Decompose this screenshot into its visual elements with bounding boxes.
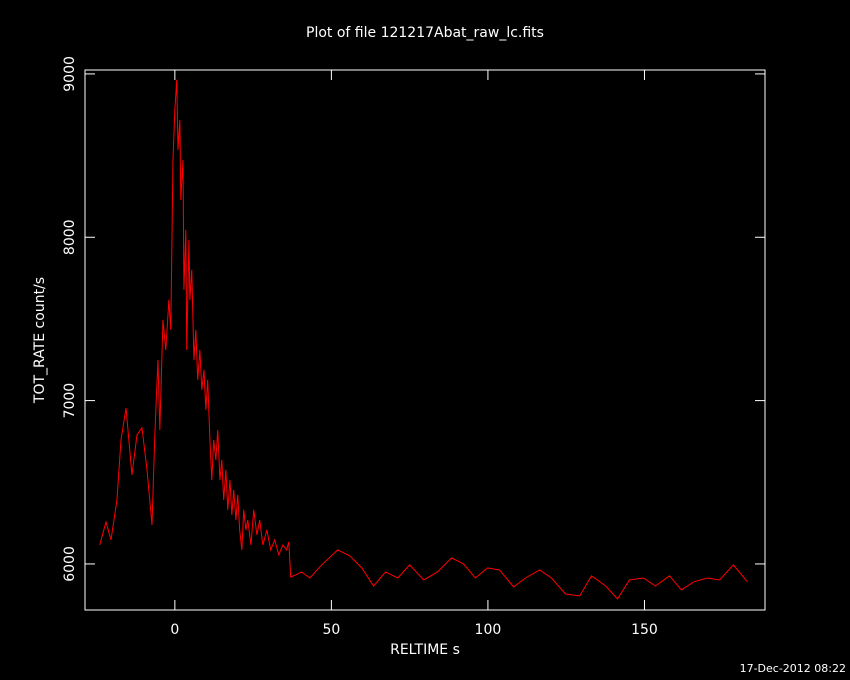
- y-axis-label: TOT_RATE count/s: [32, 277, 48, 404]
- x-tick-label: 0: [170, 622, 179, 638]
- y-tick-label: 9000: [62, 56, 78, 92]
- footer-timestamp: 17-Dec-2012 08:22: [740, 662, 846, 675]
- y-tick-label: 7000: [62, 383, 78, 419]
- x-tick-label: 100: [475, 622, 502, 638]
- x-tick-label: 50: [322, 622, 340, 638]
- plot-frame: [84, 69, 766, 611]
- y-tick-label: 6000: [62, 546, 78, 582]
- y-tick-label: 8000: [62, 219, 78, 255]
- x-axis-label: RELTIME s: [390, 642, 460, 658]
- x-tick-label: 150: [631, 622, 658, 638]
- data-line: [99, 79, 748, 600]
- chart-title: Plot of file 121217Abat_raw_lc.fits: [306, 25, 544, 41]
